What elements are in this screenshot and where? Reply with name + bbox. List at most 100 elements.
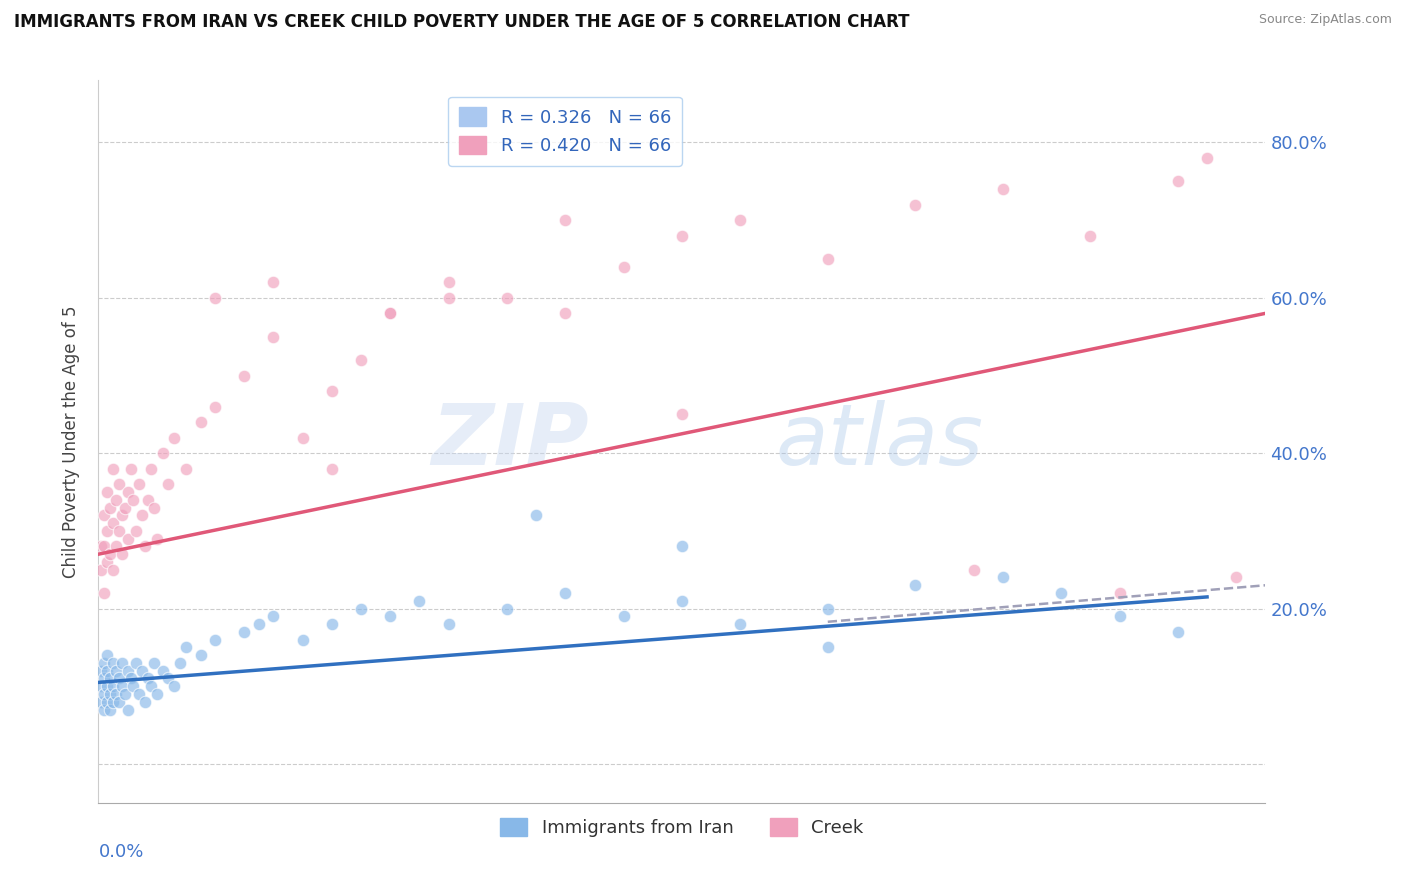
Point: [98, 702, 121, 716]
Point: [291, 632, 314, 647]
Text: Source: ZipAtlas.com: Source: ZipAtlas.com: [1258, 13, 1392, 27]
Point: [163, 679, 186, 693]
Point: [169, 656, 191, 670]
Point: [96, 485, 118, 500]
Point: [671, 540, 693, 554]
Point: [146, 532, 169, 546]
Point: [380, 609, 402, 624]
Point: [991, 182, 1014, 196]
Point: [101, 563, 124, 577]
Point: [157, 477, 180, 491]
Point: [96, 664, 118, 678]
Point: [111, 547, 134, 561]
Point: [108, 695, 131, 709]
Point: [96, 648, 118, 663]
Point: [101, 461, 124, 475]
Point: [93, 508, 115, 523]
Point: [174, 640, 197, 655]
Point: [131, 508, 153, 523]
Point: [128, 687, 150, 701]
Point: [117, 702, 139, 716]
Point: [671, 228, 693, 243]
Point: [321, 617, 343, 632]
Point: [554, 213, 576, 227]
Point: [190, 415, 212, 429]
Point: [142, 500, 165, 515]
Point: [174, 461, 197, 475]
Point: [962, 563, 984, 577]
Point: [108, 524, 131, 538]
Y-axis label: Child Poverty Under the Age of 5: Child Poverty Under the Age of 5: [62, 305, 80, 578]
Point: [321, 384, 343, 398]
Point: [104, 492, 127, 507]
Point: [136, 492, 159, 507]
Point: [262, 275, 284, 289]
Point: [131, 664, 153, 678]
Point: [1167, 174, 1189, 188]
Point: [96, 555, 118, 569]
Point: [157, 672, 180, 686]
Point: [291, 431, 314, 445]
Point: [108, 477, 131, 491]
Point: [350, 601, 373, 615]
Point: [1050, 586, 1073, 600]
Text: IMMIGRANTS FROM IRAN VS CREEK CHILD POVERTY UNDER THE AGE OF 5 CORRELATION CHART: IMMIGRANTS FROM IRAN VS CREEK CHILD POVE…: [14, 13, 910, 31]
Point: [93, 540, 115, 554]
Point: [93, 672, 115, 686]
Point: [139, 679, 162, 693]
Point: [111, 679, 134, 693]
Point: [136, 672, 159, 686]
Point: [90, 563, 112, 577]
Point: [904, 197, 927, 211]
Point: [496, 601, 519, 615]
Point: [730, 617, 752, 632]
Point: [98, 687, 121, 701]
Point: [90, 695, 112, 709]
Point: [233, 624, 256, 639]
Point: [117, 485, 139, 500]
Point: [122, 679, 145, 693]
Point: [554, 306, 576, 320]
Point: [93, 687, 115, 701]
Legend: Immigrants from Iran, Creek: Immigrants from Iran, Creek: [494, 811, 870, 845]
Point: [1108, 586, 1130, 600]
Point: [93, 702, 115, 716]
Point: [117, 532, 139, 546]
Point: [93, 656, 115, 670]
Point: [1080, 228, 1102, 243]
Point: [437, 617, 460, 632]
Point: [1225, 570, 1247, 584]
Point: [104, 540, 127, 554]
Point: [1108, 609, 1130, 624]
Point: [817, 601, 839, 615]
Point: [101, 679, 124, 693]
Point: [114, 500, 136, 515]
Point: [101, 656, 124, 670]
Point: [104, 664, 127, 678]
Point: [204, 291, 226, 305]
Point: [671, 408, 693, 422]
Point: [730, 213, 752, 227]
Point: [233, 368, 256, 383]
Point: [101, 695, 124, 709]
Point: [321, 461, 343, 475]
Point: [152, 446, 174, 460]
Point: [262, 609, 284, 624]
Point: [114, 687, 136, 701]
Text: ZIP: ZIP: [430, 400, 589, 483]
Point: [111, 656, 134, 670]
Point: [1195, 151, 1218, 165]
Point: [146, 687, 169, 701]
Text: 0.0%: 0.0%: [98, 843, 143, 861]
Point: [104, 687, 127, 701]
Point: [108, 672, 131, 686]
Point: [496, 291, 519, 305]
Point: [96, 679, 118, 693]
Point: [120, 672, 142, 686]
Point: [96, 524, 118, 538]
Point: [817, 640, 839, 655]
Point: [134, 540, 156, 554]
Point: [612, 609, 634, 624]
Point: [90, 664, 112, 678]
Point: [204, 400, 226, 414]
